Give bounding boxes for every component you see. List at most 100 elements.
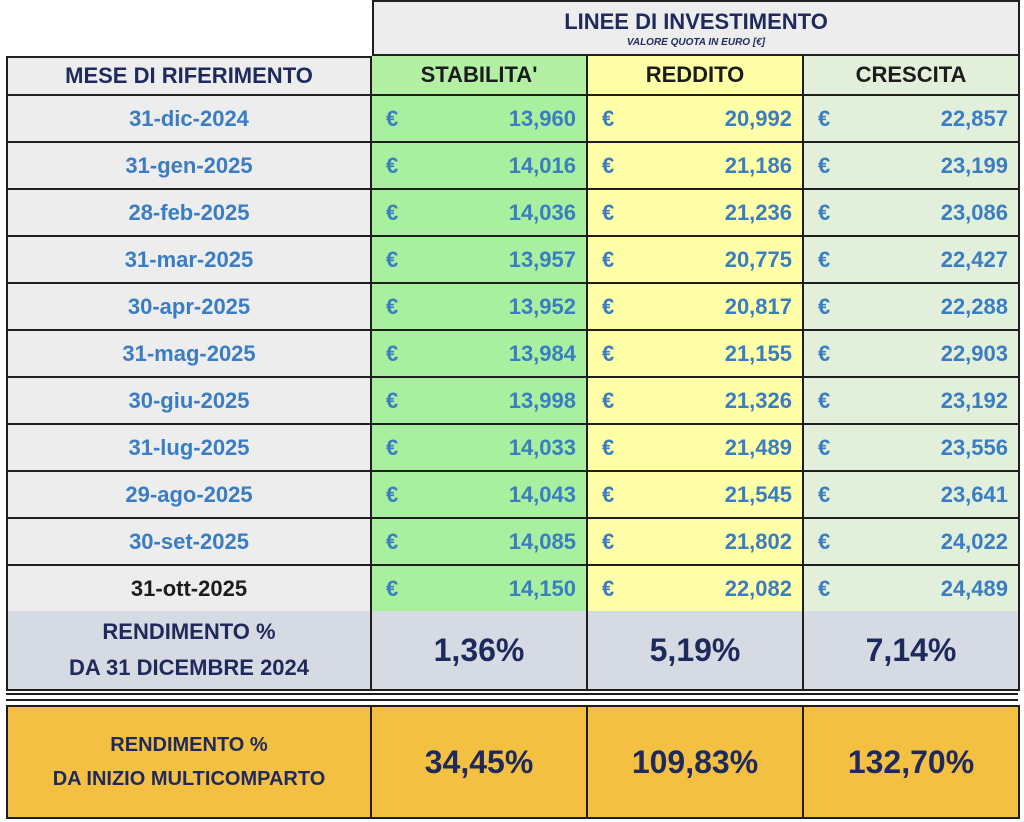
column-header-month: MESE DI RIFERIMENTO — [6, 56, 372, 96]
cell-stabilita: €14,033 — [372, 425, 588, 472]
ytd-return-reddito: 5,19% — [588, 611, 804, 691]
row-date: 31-mag-2025 — [6, 331, 372, 378]
column-header-stabilita: STABILITA' — [372, 56, 588, 96]
cell-reddito: €21,155 — [588, 331, 804, 378]
investment-lines-header: LINEE DI INVESTIMENTO VALORE QUOTA IN EU… — [372, 0, 1020, 56]
euro-symbol: € — [386, 293, 399, 319]
cell-crescita: €23,641 — [804, 472, 1020, 519]
value-stabilita: 14,150 — [508, 575, 576, 601]
euro-symbol: € — [818, 528, 831, 554]
cell-crescita: €22,288 — [804, 284, 1020, 331]
value-reddito: 20,817 — [724, 293, 792, 319]
inception-return-label: RENDIMENTO % DA INIZIO MULTICOMPARTO — [6, 705, 372, 819]
euro-symbol: € — [602, 152, 615, 178]
euro-symbol: € — [818, 575, 831, 601]
cell-crescita: €22,427 — [804, 237, 1020, 284]
euro-symbol: € — [386, 105, 399, 131]
cell-reddito: €21,489 — [588, 425, 804, 472]
euro-symbol: € — [602, 481, 615, 507]
inception-return-label-line1: RENDIMENTO % — [110, 734, 268, 756]
ytd-return-stabilita: 1,36% — [372, 611, 588, 691]
cell-stabilita: €13,960 — [372, 96, 588, 143]
value-crescita: 24,022 — [940, 528, 1008, 554]
euro-symbol: € — [602, 387, 615, 413]
cell-reddito: €21,326 — [588, 378, 804, 425]
euro-symbol: € — [386, 481, 399, 507]
euro-symbol: € — [386, 246, 399, 272]
value-reddito: 21,489 — [724, 434, 792, 460]
column-header-crescita: CRESCITA — [804, 56, 1020, 96]
euro-symbol: € — [386, 387, 399, 413]
value-crescita: 22,427 — [940, 246, 1008, 272]
row-date: 31-lug-2025 — [6, 425, 372, 472]
value-crescita: 23,086 — [940, 199, 1008, 225]
euro-symbol: € — [818, 434, 831, 460]
inception-return-reddito: 109,83% — [588, 705, 804, 819]
value-crescita: 22,288 — [940, 293, 1008, 319]
value-reddito: 21,802 — [724, 528, 792, 554]
value-reddito: 20,992 — [724, 105, 792, 131]
euro-symbol: € — [602, 246, 615, 272]
value-stabilita: 13,984 — [508, 340, 576, 366]
euro-symbol: € — [386, 152, 399, 178]
cell-stabilita: €14,085 — [372, 519, 588, 566]
ytd-return-crescita: 7,14% — [804, 611, 1020, 691]
value-stabilita: 13,998 — [508, 387, 576, 413]
cell-stabilita: €14,043 — [372, 472, 588, 519]
euro-symbol: € — [818, 152, 831, 178]
value-crescita: 23,192 — [940, 387, 1008, 413]
euro-symbol: € — [386, 434, 399, 460]
divider — [6, 699, 1018, 701]
row-date: 31-gen-2025 — [6, 143, 372, 190]
inception-return-label-line2: DA INIZIO MULTICOMPARTO — [52, 768, 326, 790]
value-reddito: 21,236 — [724, 199, 792, 225]
euro-symbol: € — [818, 340, 831, 366]
euro-symbol: € — [602, 434, 615, 460]
cell-stabilita: €13,952 — [372, 284, 588, 331]
euro-symbol: € — [818, 481, 831, 507]
value-crescita: 24,489 — [940, 575, 1008, 601]
cell-stabilita: €13,957 — [372, 237, 588, 284]
nav-table: LINEE DI INVESTIMENTO VALORE QUOTA IN EU… — [6, 0, 1020, 613]
cell-stabilita: €14,150 — [372, 566, 588, 613]
row-date-latest: 31-ott-2025 — [6, 566, 372, 613]
cell-reddito: €20,817 — [588, 284, 804, 331]
value-stabilita: 14,033 — [508, 434, 576, 460]
euro-symbol: € — [386, 575, 399, 601]
row-date: 30-set-2025 — [6, 519, 372, 566]
value-crescita: 23,556 — [940, 434, 1008, 460]
cell-stabilita: €13,984 — [372, 331, 588, 378]
euro-symbol: € — [602, 293, 615, 319]
euro-symbol: € — [602, 199, 615, 225]
value-crescita: 22,903 — [940, 340, 1008, 366]
cell-reddito: €20,992 — [588, 96, 804, 143]
euro-symbol: € — [602, 105, 615, 131]
cell-crescita: €24,489 — [804, 566, 1020, 613]
cell-reddito: €21,802 — [588, 519, 804, 566]
inception-return-row: RENDIMENTO % DA INIZIO MULTICOMPARTO 34,… — [0, 705, 1020, 819]
ytd-return-label: RENDIMENTO % DA 31 DICEMBRE 2024 — [6, 611, 372, 691]
euro-symbol: € — [818, 199, 831, 225]
value-stabilita: 13,952 — [508, 293, 576, 319]
ytd-return-label-line2: DA 31 DICEMBRE 2024 — [68, 655, 310, 680]
row-date: 31-mar-2025 — [6, 237, 372, 284]
value-reddito: 20,775 — [724, 246, 792, 272]
cell-crescita: €24,022 — [804, 519, 1020, 566]
ytd-return-row: RENDIMENTO % DA 31 DICEMBRE 2024 1,36% 5… — [0, 611, 1020, 691]
value-stabilita: 13,960 — [508, 105, 576, 131]
cell-crescita: €23,192 — [804, 378, 1020, 425]
value-crescita: 23,641 — [940, 481, 1008, 507]
value-stabilita: 13,957 — [508, 246, 576, 272]
inception-return-stabilita: 34,45% — [372, 705, 588, 819]
value-reddito: 21,545 — [724, 481, 792, 507]
inception-return-crescita: 132,70% — [804, 705, 1020, 819]
euro-symbol: € — [818, 387, 831, 413]
value-stabilita: 14,036 — [508, 199, 576, 225]
euro-symbol: € — [818, 246, 831, 272]
column-header-reddito: REDDITO — [588, 56, 804, 96]
cell-crescita: €22,857 — [804, 96, 1020, 143]
cell-crescita: €22,903 — [804, 331, 1020, 378]
value-reddito: 22,082 — [724, 575, 792, 601]
cell-stabilita: €13,998 — [372, 378, 588, 425]
row-date: 28-feb-2025 — [6, 190, 372, 237]
